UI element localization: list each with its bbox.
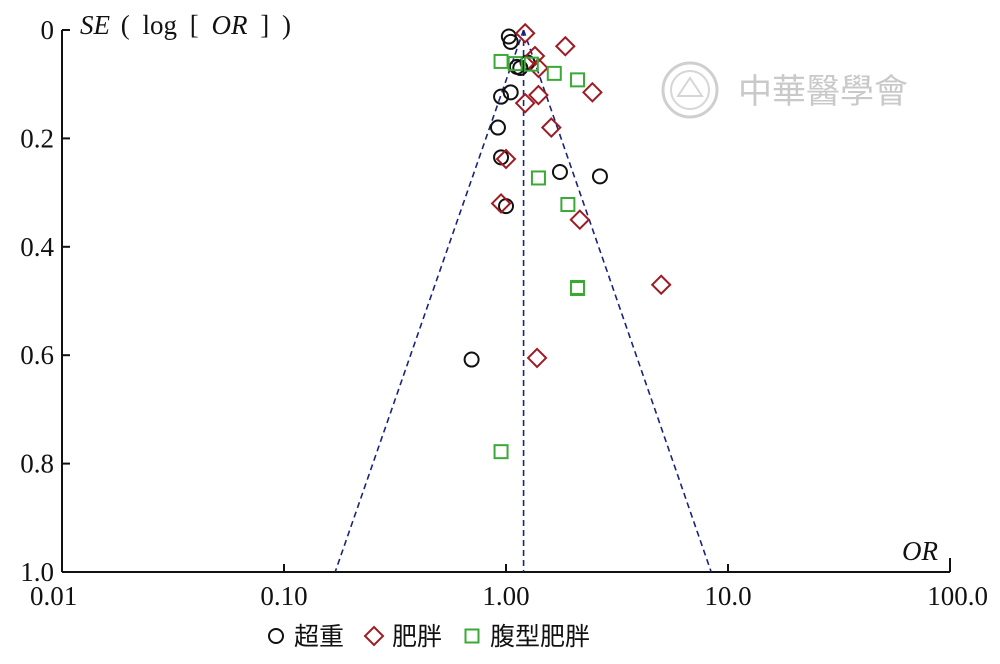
legend-marker-circle (268, 628, 284, 644)
data-point-square (530, 170, 546, 186)
x-tick-label: 100.0 (927, 581, 988, 611)
y-title-log: log (143, 10, 178, 40)
data-point-diamond (528, 57, 549, 79)
data-point-square (493, 53, 509, 69)
data-point-diamond (514, 22, 536, 44)
data-point-circle (502, 33, 519, 50)
data-point-square (546, 65, 562, 81)
data-point-square (570, 72, 586, 88)
data-point-circle (493, 88, 510, 105)
data-point-square (507, 56, 523, 72)
y-title-paren-close: ) (282, 10, 291, 40)
watermark: 中華醫學會 (661, 61, 908, 119)
y-tick-label: 0 (41, 15, 55, 45)
x-axis-title: OR (902, 536, 938, 566)
y-tick-label: 1.0 (20, 557, 54, 587)
data-point-square (570, 281, 586, 297)
y-tick-label: 0.4 (20, 232, 54, 262)
series-circle (463, 28, 608, 368)
y-axis-title: SE ( log [ OR ] ) (80, 10, 291, 40)
data-point-circle (502, 84, 519, 101)
data-point-diamond (514, 92, 536, 114)
funnel-upper-limit-line (522, 29, 712, 573)
data-points (463, 22, 672, 460)
y-tick-label: 0.8 (20, 449, 54, 479)
legend-label: 超重 (294, 622, 344, 651)
data-point-circle (512, 59, 529, 76)
data-point-diamond (540, 117, 562, 138)
data-point-circle (591, 168, 608, 185)
series-diamond (490, 22, 672, 369)
y-tick-label: 0.6 (20, 340, 54, 370)
data-point-diamond (490, 193, 512, 214)
watermark-seal-icon (661, 61, 719, 119)
legend-label: 腹型肥胖 (490, 622, 590, 651)
x-tick-label: 0.10 (260, 581, 307, 611)
data-point-square (560, 197, 576, 213)
legend-marker-diamond (363, 625, 385, 647)
y-title-or: OR (212, 10, 248, 40)
data-point-diamond (569, 209, 591, 231)
funnel-guides (334, 29, 712, 573)
x-tick-label: 1.00 (482, 581, 529, 611)
data-point-diamond (495, 148, 517, 170)
legend-label: 肥胖 (392, 622, 442, 651)
data-point-circle (463, 351, 480, 368)
legend-marker-square (464, 628, 480, 644)
data-point-circle (551, 164, 568, 181)
data-point-diamond (650, 274, 672, 296)
series-square (493, 53, 586, 460)
y-title-bracket-open: [ (190, 10, 199, 40)
y-tick-label: 0.2 (20, 123, 54, 153)
funnel-lower-limit-line (334, 29, 525, 573)
data-point-square (523, 56, 539, 72)
watermark-text: 中華醫學會 (738, 72, 908, 112)
data-point-circle (489, 119, 506, 136)
data-point-diamond (554, 35, 576, 57)
x-tick-label: 10.0 (704, 581, 751, 611)
axes: 0 0.2 0.4 0.6 0.8 1.00.01 0.10 1.00 10.0 100.0 (20, 15, 988, 611)
data-point-diamond (524, 45, 546, 67)
y-title-paren-open: ( (121, 10, 130, 40)
data-point-square (493, 444, 509, 460)
legend: 超重 肥胖 腹型肥胖 (268, 622, 590, 651)
data-point-diamond (581, 81, 603, 103)
data-point-diamond (526, 347, 548, 369)
data-point-diamond (528, 84, 549, 106)
x-tick-label: 0.01 (30, 581, 77, 611)
y-title-se: SE (80, 10, 111, 40)
y-title-bracket-close: ] (260, 10, 269, 40)
